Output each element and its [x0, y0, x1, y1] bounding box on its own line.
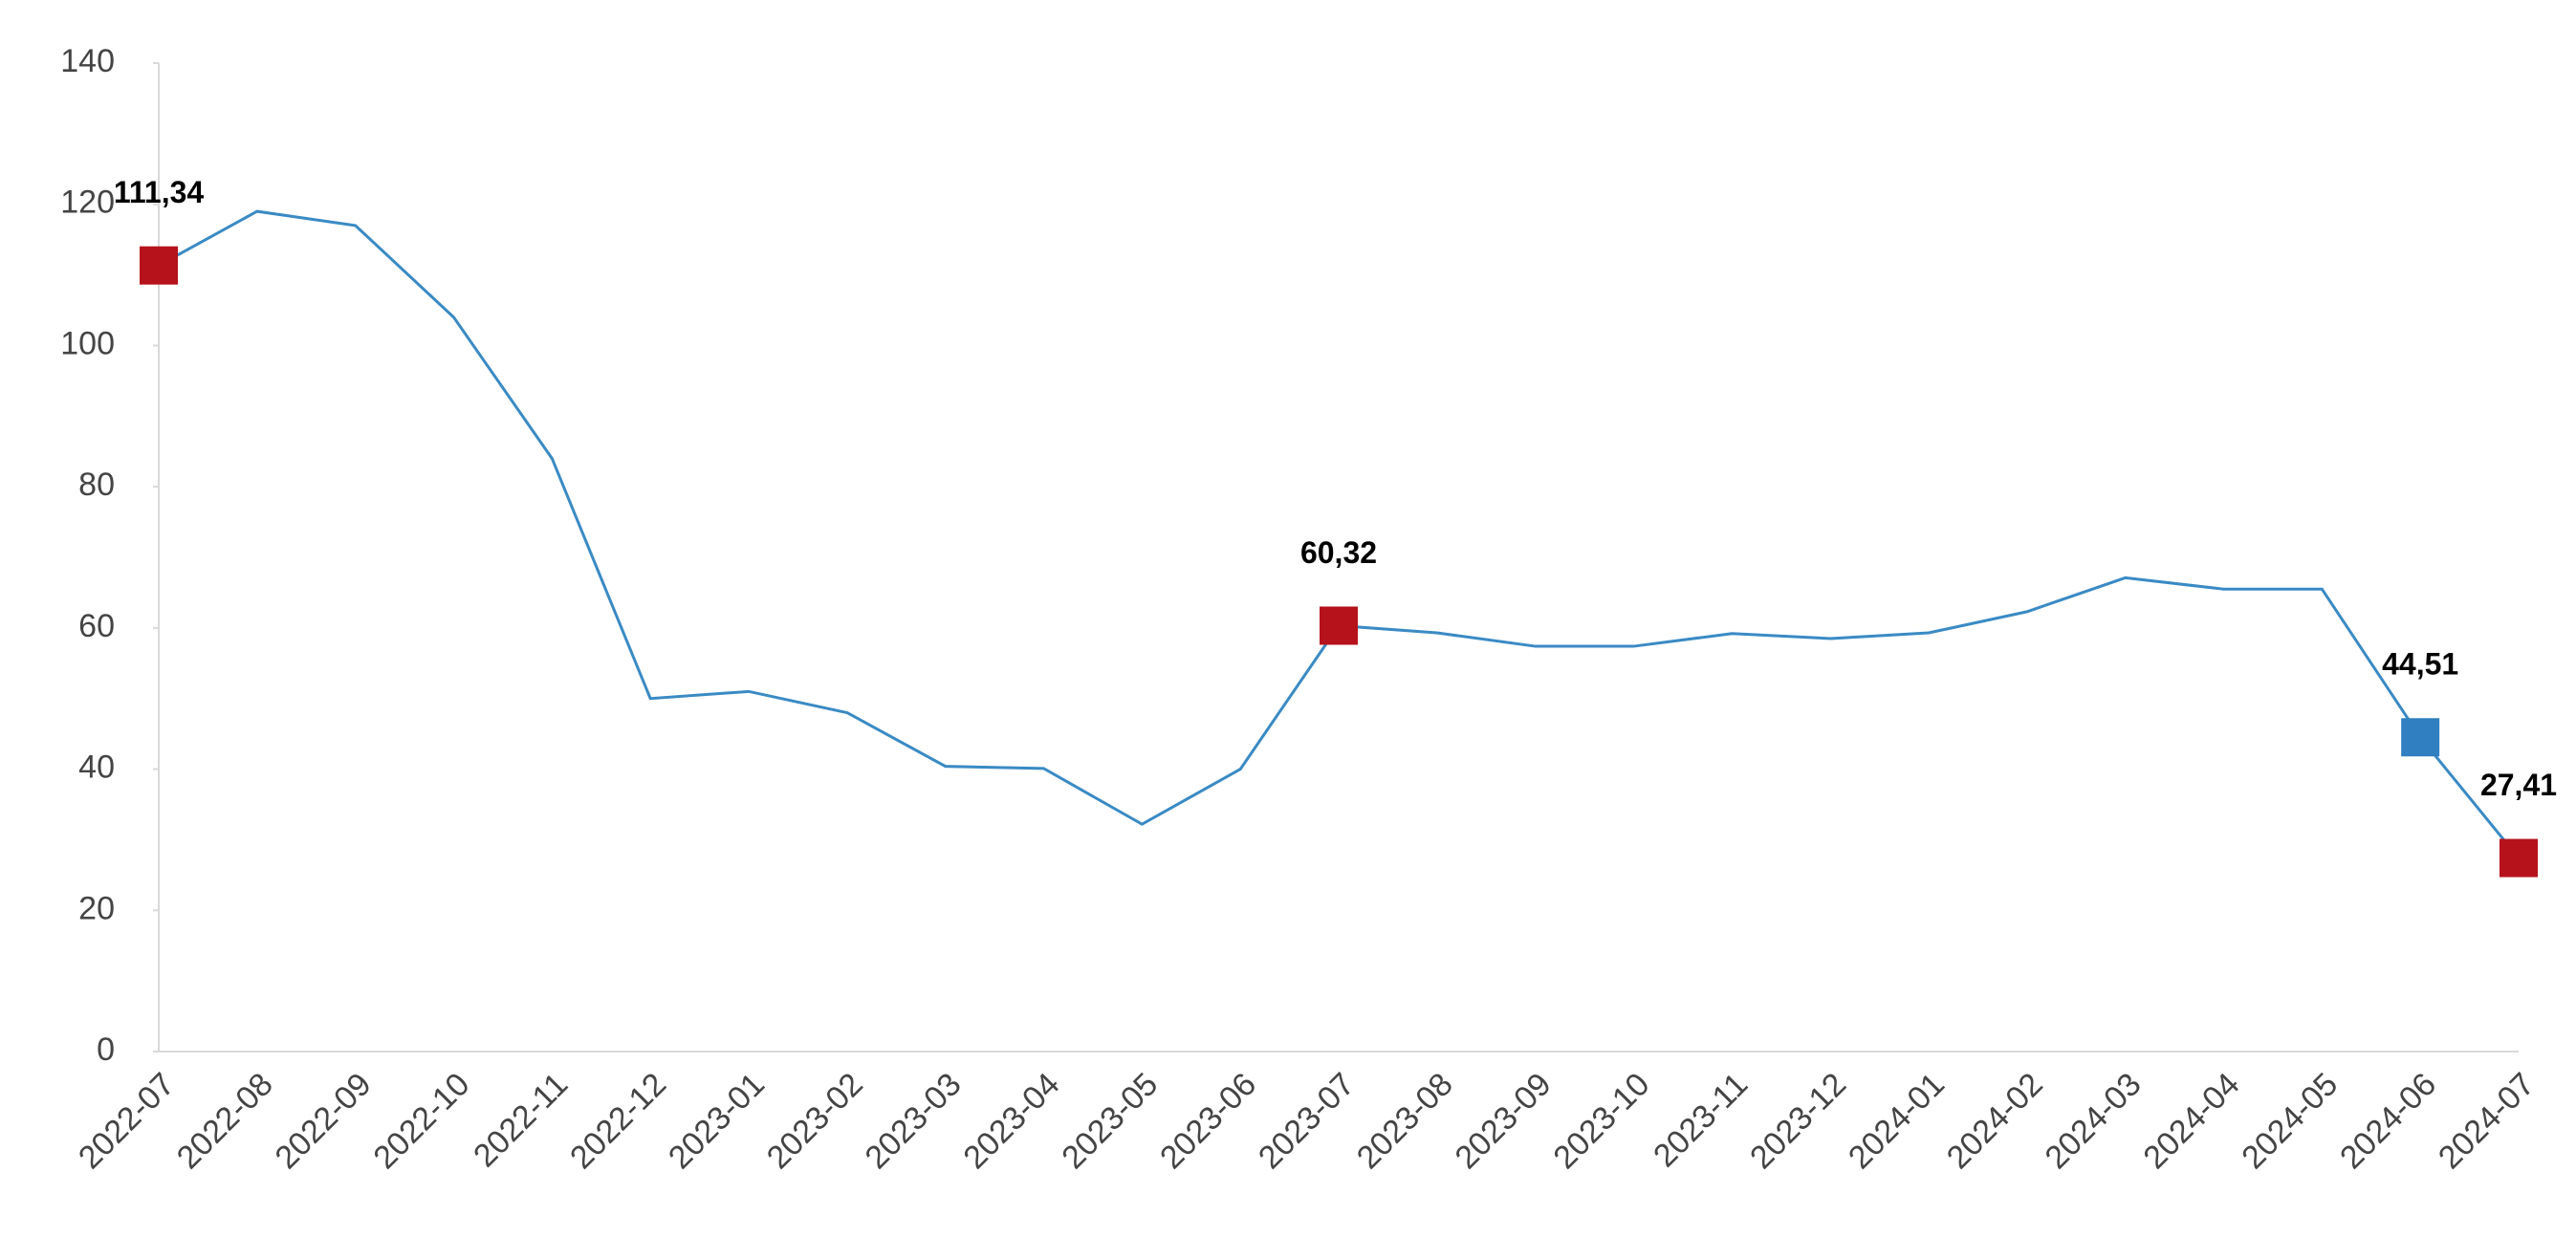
value-label: 27,41: [2480, 768, 2557, 802]
x-tick-label: 2022-11: [467, 1066, 575, 1174]
x-tick-label: 2023-02: [760, 1066, 870, 1176]
marker: [2401, 718, 2440, 757]
y-tick-label: 100: [60, 325, 115, 361]
x-tick-label: 2024-07: [2432, 1066, 2542, 1176]
value-label: 111,34: [114, 175, 205, 209]
y-tick-label: 140: [60, 43, 115, 79]
x-tick-label: 2023-03: [859, 1066, 969, 1176]
marker: [140, 246, 178, 285]
x-tick-label: 2023-04: [956, 1066, 1066, 1176]
x-tick-label: 2022-08: [170, 1066, 280, 1176]
x-tick-label: 2022-10: [366, 1066, 476, 1176]
y-tick-label: 0: [97, 1031, 115, 1068]
value-label: 44,51: [2382, 647, 2458, 682]
x-tick-label: 2023-08: [1350, 1066, 1460, 1176]
x-tick-label: 2024-01: [1842, 1066, 1952, 1176]
x-tick-label: 2023-11: [1647, 1066, 1755, 1174]
marker: [1320, 606, 1358, 645]
x-tick-label: 2023-12: [1743, 1066, 1853, 1176]
x-tick-label: 2023-07: [1252, 1066, 1362, 1176]
x-tick-label: 2022-09: [269, 1066, 379, 1176]
value-label: 60,32: [1300, 535, 1377, 570]
x-tick-label: 2024-04: [2136, 1066, 2246, 1176]
x-tick-label: 2022-12: [563, 1066, 673, 1176]
y-tick-label: 40: [78, 749, 115, 786]
x-tick-label: 2024-03: [2039, 1066, 2149, 1176]
x-tick-label: 2024-06: [2333, 1066, 2443, 1176]
x-tick-label: 2023-05: [1055, 1066, 1165, 1176]
x-tick-label: 2023-10: [1546, 1066, 1656, 1176]
y-tick-label: 20: [78, 890, 115, 926]
y-tick-label: 120: [60, 184, 115, 221]
x-tick-label: 2023-01: [662, 1066, 772, 1176]
x-tick-label: 2023-09: [1449, 1066, 1559, 1176]
marker: [2500, 838, 2538, 878]
x-tick-label: 2024-02: [1940, 1066, 2050, 1176]
x-tick-label: 2023-06: [1153, 1066, 1263, 1176]
x-tick-label: 2024-05: [2235, 1066, 2345, 1176]
x-tick-label: 2022-07: [72, 1066, 182, 1176]
y-tick-label: 80: [78, 467, 115, 503]
y-tick-label: 60: [78, 608, 115, 644]
